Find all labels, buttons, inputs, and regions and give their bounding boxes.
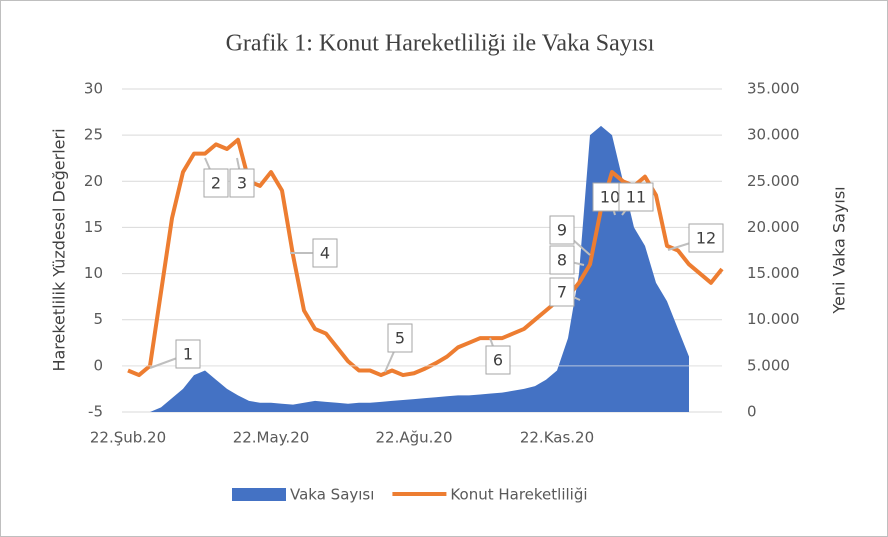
y-tick-label: 10 [84, 264, 103, 282]
x-tick-label: 22.Kas.20 [520, 429, 594, 447]
callout-text: 11 [626, 188, 646, 207]
callout-text: 6 [493, 351, 503, 370]
y2-tick-label: 25.000 [747, 172, 800, 190]
y-tick-label: 15 [84, 218, 103, 236]
y-axis-label: Hareketlilik Yüzdesel Değerleri [50, 128, 69, 371]
y2-tick-label: 0 [747, 403, 757, 421]
legend-label: Vaka Sayısı [290, 486, 374, 504]
y2-axis-label: Yeni Vaka Sayısı [830, 186, 849, 314]
y-tick-label: 25 [84, 126, 103, 144]
callout-box [203, 168, 229, 198]
callout-box [549, 277, 575, 307]
callout-text: 2 [211, 174, 221, 193]
line [127, 137, 724, 378]
callout-box [688, 223, 724, 253]
callout-box [549, 215, 575, 245]
y2-tick-label: 10.000 [747, 310, 800, 328]
callout-text: 12 [696, 229, 716, 248]
x-tick-label: 22.Şub.20 [90, 429, 166, 447]
callout-text: 7 [557, 283, 567, 302]
callout-text: 10 [600, 188, 620, 207]
callout-text: 1 [183, 345, 193, 364]
callout-box [549, 245, 575, 275]
callout-box [618, 182, 654, 212]
y2-tick-label: 20.000 [747, 218, 800, 236]
y2-tick-label: 5.000 [747, 356, 790, 374]
callout-box [485, 345, 511, 375]
chart-title: Grafik 1: Konut Hareketliliği ile Vaka S… [226, 31, 655, 57]
x-tick-label: 22.May.20 [233, 429, 310, 447]
y2-tick-label: 35.000 [747, 80, 800, 98]
y-tick-label: 0 [93, 356, 103, 374]
legend-swatch [232, 488, 286, 501]
y-tick-label: 30 [84, 80, 103, 98]
y2-tick-label: 30.000 [747, 126, 800, 144]
area [128, 125, 689, 413]
callout-box [175, 339, 201, 369]
y-tick-label: 20 [84, 172, 103, 190]
callout-box [229, 168, 255, 198]
callout-text: 3 [237, 174, 247, 193]
x-tick-label: 22.Ağu.20 [376, 429, 453, 447]
callout-box [387, 323, 413, 353]
y-tick-label: -5 [88, 403, 103, 421]
legend-label: Konut Hareketliliği [450, 486, 587, 504]
y2-tick-label: 15.000 [747, 264, 800, 282]
callout-text: 9 [557, 221, 567, 240]
callout-text: 5 [395, 329, 405, 348]
callout-text: 4 [320, 244, 330, 263]
callout-text: 8 [557, 251, 567, 270]
y-tick-label: 5 [93, 310, 103, 328]
callout-box [312, 238, 338, 268]
